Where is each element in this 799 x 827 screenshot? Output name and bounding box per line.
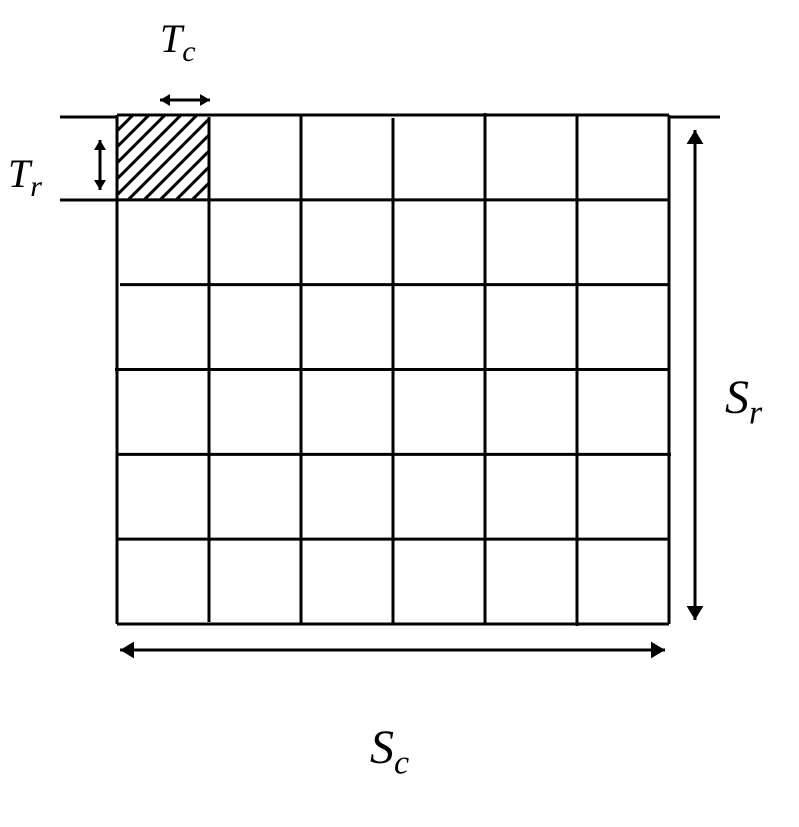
- diagram-svg: [0, 0, 799, 827]
- diagram-canvas: Tc Tr Sr Sc: [0, 0, 799, 827]
